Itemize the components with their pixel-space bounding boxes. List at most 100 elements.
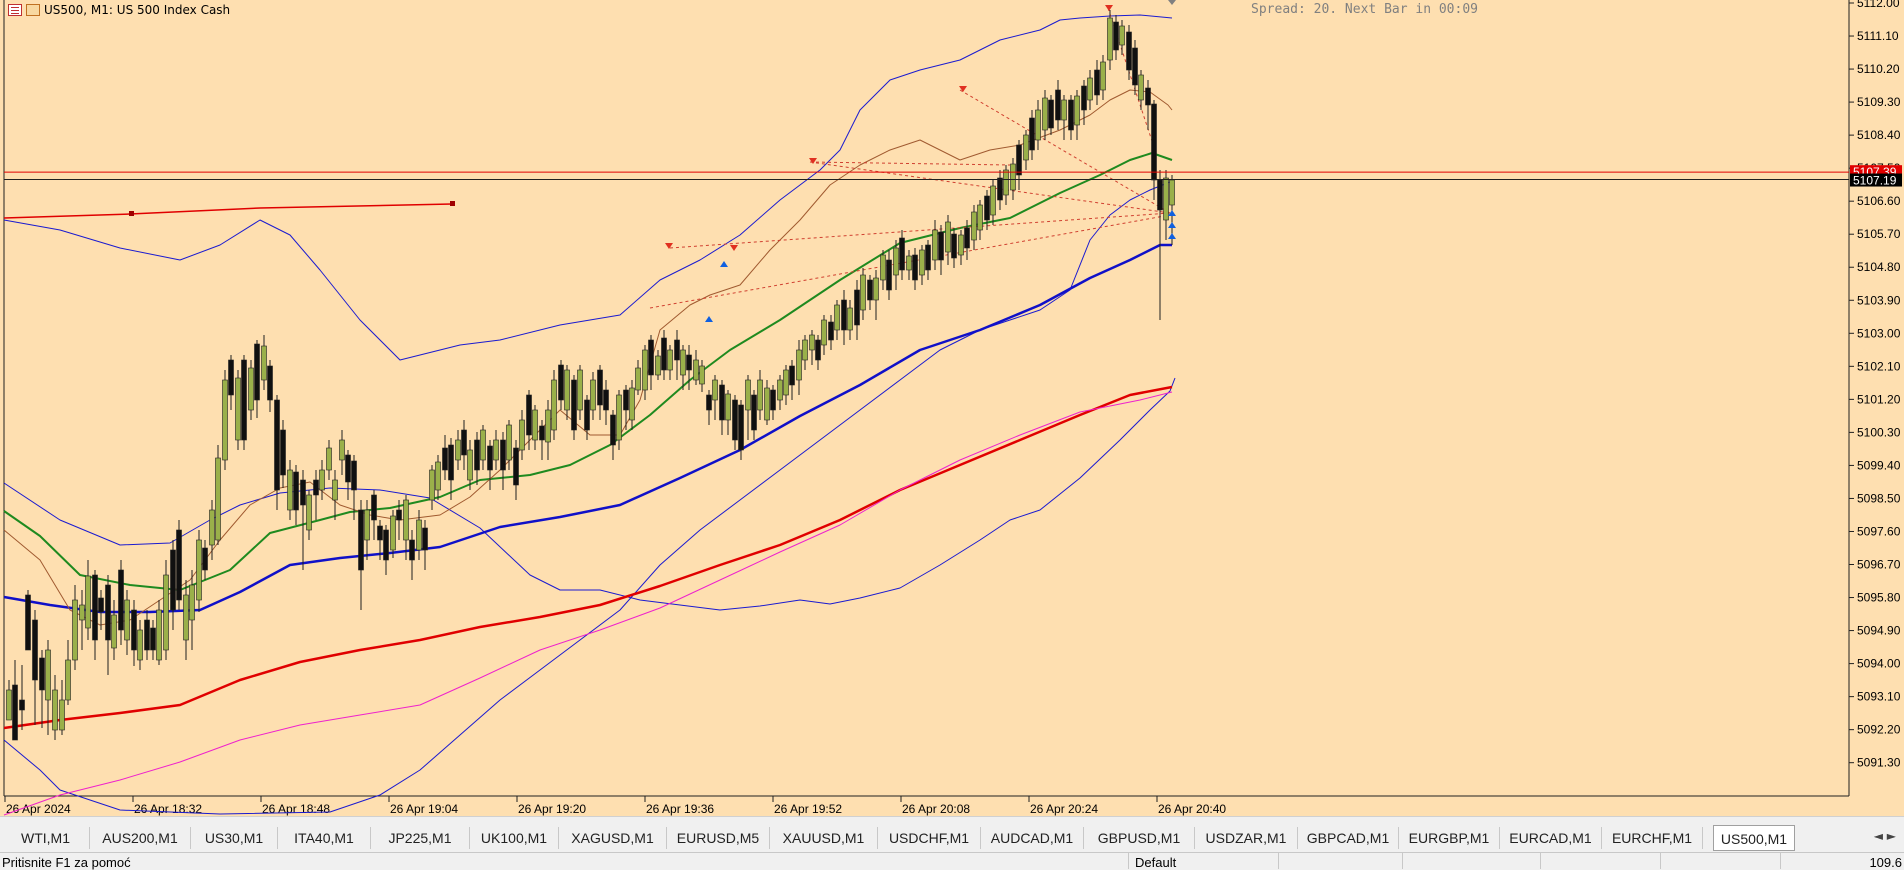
candle-body — [821, 319, 827, 346]
candle-body — [764, 387, 770, 421]
candle-body — [222, 379, 228, 461]
candle-body — [267, 365, 273, 401]
price-tick-label: 5096.70 — [1857, 558, 1901, 572]
candle-body — [1138, 74, 1144, 101]
candle-body — [945, 221, 951, 253]
candle-body — [280, 429, 286, 476]
candle-body — [358, 509, 364, 571]
candle-body — [79, 604, 85, 621]
tab-usdchf-m1[interactable]: USDCHF,M1 — [878, 827, 981, 849]
tab-ita40-m1[interactable]: ITA40,M1 — [278, 827, 371, 849]
bollinger-lower-band — [3, 181, 1171, 815]
status-help: Pritisnite F1 za pomoć — [2, 855, 131, 870]
candle-body — [1126, 31, 1132, 71]
trendline-anchor — [129, 211, 134, 216]
tab-wti-m1[interactable]: WTI,M1 — [2, 827, 90, 849]
candle-body — [699, 365, 705, 385]
chart-area[interactable]: 5112.00 5111.10 5110.20 5109.30 5108.40 5107.… — [0, 0, 1904, 816]
candle-body — [383, 529, 389, 561]
candle-body — [261, 345, 267, 381]
candle-body — [409, 539, 415, 561]
candle-body — [1163, 177, 1169, 221]
candle-body — [403, 499, 409, 541]
tab-eurchf-m1[interactable]: EURCHF,M1 — [1602, 827, 1703, 849]
candle-body — [712, 379, 718, 401]
chart-list-icon[interactable] — [8, 4, 22, 16]
candle-body — [1107, 17, 1113, 61]
price-tick-label: 5098.50 — [1857, 491, 1901, 505]
price-tick-label: 5111.10 — [1857, 29, 1899, 43]
candle-body — [571, 379, 577, 431]
candle-body — [532, 409, 538, 441]
time-tick-label: 26 Apr 19:20 — [518, 802, 586, 816]
candle-body — [287, 469, 293, 511]
candle-body — [493, 439, 499, 461]
chart-window-icon[interactable] — [26, 4, 40, 16]
buy-arrow-icon — [720, 261, 728, 267]
candle-body — [474, 439, 480, 471]
candle-body — [1113, 21, 1119, 51]
candle-body — [938, 231, 944, 261]
tab-gbpusd-m1[interactable]: GBPUSD,M1 — [1084, 827, 1195, 849]
bollinger-upper-band — [3, 14, 1173, 361]
tab-scroll-arrows[interactable]: ◄ ► — [1873, 829, 1896, 843]
candle-body — [111, 614, 117, 649]
candle-body — [686, 354, 692, 371]
candle-body — [461, 429, 467, 456]
tab-xagusd-m1[interactable]: XAGUSD,M1 — [559, 827, 667, 849]
candle-body — [1042, 97, 1048, 131]
price-tick-label: 5091.30 — [1857, 756, 1901, 770]
candle-body — [435, 461, 441, 491]
candle-body — [629, 387, 635, 421]
candle-body — [932, 229, 938, 261]
candle-body — [738, 404, 744, 451]
bid-price-badge — [1850, 173, 1902, 187]
tab-uk100-m1[interactable]: UK100,M1 — [470, 827, 559, 849]
candle-body — [332, 479, 338, 501]
candle-body — [610, 414, 616, 446]
candle-body — [971, 211, 977, 241]
price-chart[interactable]: 5112.00 5111.10 5110.20 5109.30 5108.40 5107.… — [0, 0, 1904, 816]
tab-aus200-m1[interactable]: AUS200,M1 — [90, 827, 191, 849]
shift-marker-icon — [1168, 0, 1176, 5]
candle-body — [899, 237, 905, 271]
candle-body — [984, 195, 990, 221]
candle-body — [873, 277, 879, 301]
tab-audcad-m1[interactable]: AUDCAD,M1 — [981, 827, 1084, 849]
candle-body — [65, 659, 71, 701]
price-tick-label: 5112.00 — [1857, 0, 1900, 10]
candle-body — [319, 469, 325, 491]
buy-arrow-icon — [1168, 233, 1176, 239]
candle-body — [118, 569, 124, 631]
candle-body — [796, 349, 802, 381]
candle-body — [467, 449, 473, 481]
candle-body — [98, 597, 104, 613]
candle-body — [693, 359, 699, 381]
tab-eurgbp-m1[interactable]: EURGBP,M1 — [1399, 827, 1500, 849]
tab-eurcad-m1[interactable]: EURCAD,M1 — [1500, 827, 1602, 849]
candle-body — [156, 609, 162, 661]
candle-body — [339, 439, 345, 461]
price-tick-label: 5108.40 — [1857, 128, 1901, 142]
price-tick-label: 5100.30 — [1857, 425, 1901, 439]
candle-body — [12, 684, 18, 741]
tab-jp225-m1[interactable]: JP225,M1 — [371, 827, 470, 849]
candle-body — [732, 399, 738, 441]
tab-usdzar-m1[interactable]: USDZAR,M1 — [1195, 827, 1298, 849]
tab-us30-m1[interactable]: US30,M1 — [191, 827, 278, 849]
candle-body — [597, 369, 603, 406]
tab-xauusd-m1[interactable]: XAUUSD,M1 — [770, 827, 878, 849]
candle-body — [293, 471, 299, 511]
candle-body — [545, 409, 551, 443]
candle-body — [1055, 89, 1061, 121]
tab-gbpcad-m1[interactable]: GBPCAD,M1 — [1298, 827, 1399, 849]
candle-body — [6, 689, 12, 721]
candle-body — [1081, 85, 1087, 111]
tab-us500-m1[interactable]: US500,M1 — [1713, 825, 1795, 851]
candle-body — [558, 364, 564, 401]
status-bar: Pritisnite F1 za pomoć Default 109.6 — [0, 852, 1904, 870]
candle-body — [390, 515, 396, 551]
sell-arrow-icon — [959, 86, 967, 92]
tab-eurusd-m5[interactable]: EURUSD,M5 — [667, 827, 770, 849]
candle-body — [1100, 61, 1106, 91]
